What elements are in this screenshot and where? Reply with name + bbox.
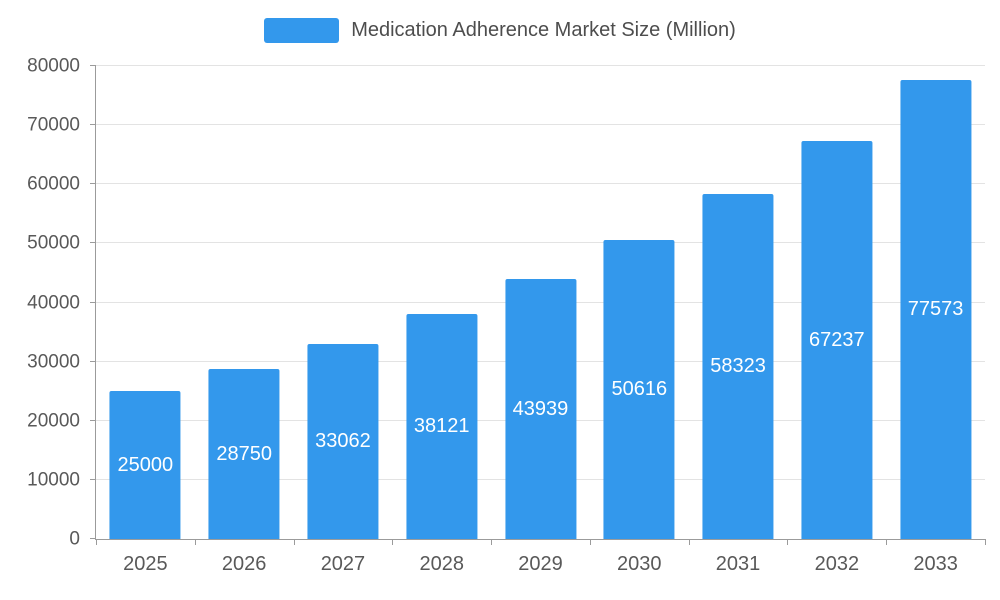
- y-axis-tick-label: 0: [69, 528, 80, 550]
- x-axis-tick-label: 2033: [913, 553, 958, 575]
- legend-label: Medication Adherence Market Size (Millio…: [351, 19, 736, 41]
- bar[interactable]: 58323: [702, 194, 774, 539]
- bar-value-label: 33062: [315, 429, 371, 452]
- legend[interactable]: Medication Adherence Market Size (Millio…: [0, 18, 1000, 43]
- y-grid-line: [96, 124, 985, 126]
- x-axis-tick-label: 2026: [221, 553, 267, 575]
- y-axis-tick-label: 30000: [27, 351, 80, 373]
- x-axis-tick-label: 2032: [814, 553, 860, 575]
- bar-value-label: 50616: [611, 377, 668, 400]
- bar[interactable]: 38121: [406, 313, 478, 539]
- y-axis-tick: [90, 301, 96, 303]
- x-axis-tick-label: 2028: [419, 553, 464, 575]
- x-axis-tick-label: 2031: [715, 553, 761, 575]
- x-axis-tick-label: 2030: [617, 553, 662, 575]
- y-axis-tick-label: 70000: [27, 114, 80, 136]
- bar[interactable]: 77573: [900, 80, 972, 539]
- bar-value-label: 58323: [710, 355, 766, 378]
- y-axis-tick-label: 40000: [27, 292, 80, 313]
- y-axis-tick-label: 60000: [27, 173, 80, 195]
- y-axis-tick: [90, 419, 96, 421]
- x-axis-tick: [491, 539, 493, 545]
- y-axis-tick-label: 10000: [27, 469, 80, 491]
- bar-value-label: 43939: [512, 397, 569, 420]
- y-grid-line: [96, 242, 985, 244]
- bar[interactable]: 33062: [307, 343, 379, 539]
- bar-value-label: 38121: [413, 414, 470, 437]
- bar-value-label: 25000: [117, 453, 174, 476]
- x-axis-tick: [589, 539, 591, 545]
- x-axis-tick: [688, 539, 690, 545]
- y-axis-tick-label: 80000: [27, 55, 80, 77]
- bar[interactable]: 50616: [603, 239, 675, 539]
- x-axis-tick-label: 2029: [518, 553, 563, 575]
- y-grid-line: [96, 65, 985, 66]
- bar[interactable]: 28750: [208, 369, 280, 539]
- y-axis-tick: [90, 124, 96, 126]
- bar[interactable]: 25000: [109, 391, 181, 539]
- y-axis-tick: [90, 478, 96, 480]
- y-axis-tick-label: 20000: [27, 410, 80, 432]
- bar-value-label: 28750: [216, 442, 272, 465]
- x-axis-tick: [293, 539, 295, 545]
- y-grid-line: [96, 183, 985, 185]
- x-axis-tick: [985, 539, 986, 545]
- y-axis-tick: [90, 242, 96, 244]
- x-axis-tick-label: 2027: [320, 553, 366, 575]
- x-axis-tick: [96, 539, 97, 545]
- x-axis-tick: [787, 539, 789, 545]
- y-axis-tick: [90, 538, 96, 539]
- legend-swatch: [264, 18, 340, 43]
- x-axis-tick: [194, 539, 196, 545]
- y-axis-tick: [90, 183, 96, 185]
- plot-area: 0 10000 20000 30000 40000 50000 60000 70000 8000…: [27, 57, 986, 574]
- x-axis-tick: [886, 539, 888, 545]
- bar[interactable]: 43939: [504, 279, 577, 539]
- x-axis-tick: [392, 539, 394, 545]
- bar-value-label: 77573: [907, 298, 964, 321]
- bar[interactable]: 67237: [801, 141, 873, 539]
- y-axis-tick: [90, 65, 96, 66]
- y-axis-tick: [90, 360, 96, 362]
- x-axis-tick-label: 2025: [123, 553, 168, 575]
- y-axis-tick-label: 50000: [27, 232, 80, 254]
- bar-value-label: 67237: [809, 328, 865, 351]
